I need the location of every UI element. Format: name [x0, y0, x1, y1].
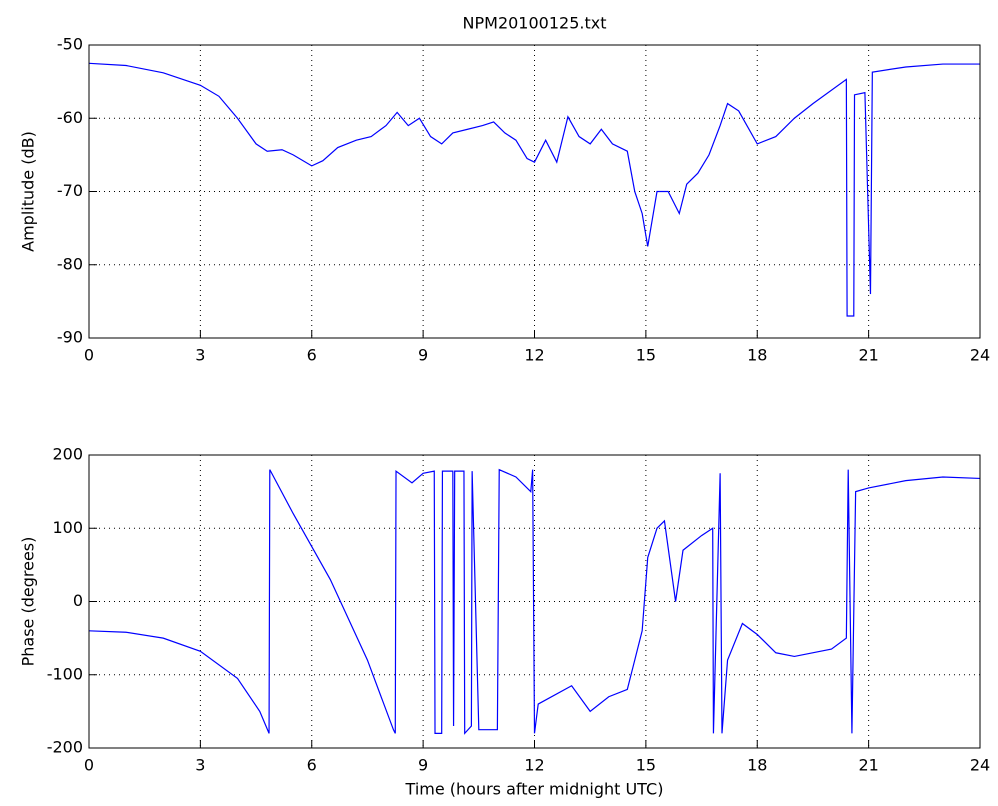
x-tick-label: 12: [524, 756, 544, 775]
y-tick-label: -70: [57, 181, 83, 200]
x-tick-label: 15: [636, 756, 656, 775]
x-tick-label: 15: [636, 346, 656, 365]
x-tick-label: 6: [307, 346, 317, 365]
x-tick-label: 12: [524, 346, 544, 365]
y-axis-label: Phase (degrees): [19, 537, 38, 667]
x-axis-label: Time (hours after midnight UTC): [405, 780, 664, 799]
data-line: [88, 468, 981, 735]
y-tick-label: 0: [73, 591, 83, 610]
x-tick-label: 18: [747, 756, 767, 775]
x-tick-label: 21: [858, 756, 878, 775]
axes-box: [88, 44, 981, 339]
y-axis-label: Amplitude (dB): [19, 131, 38, 252]
x-tick-label: 6: [307, 756, 317, 775]
y-tick-label: -60: [57, 108, 83, 127]
x-tick-label: 3: [195, 346, 205, 365]
chart-title: NPM20100125.txt: [463, 14, 607, 33]
x-tick-label: 9: [418, 756, 428, 775]
x-tick-label: 18: [747, 346, 767, 365]
x-tick-label: 0: [84, 346, 94, 365]
y-tick-label: -100: [47, 664, 83, 683]
axes-box: [88, 454, 981, 749]
x-tick-label: 24: [970, 756, 990, 775]
y-tick-label: -50: [57, 35, 83, 54]
y-tick-label: -200: [47, 738, 83, 757]
x-tick-label: 21: [858, 346, 878, 365]
x-tick-label: 24: [970, 346, 990, 365]
y-tick-label: -90: [57, 328, 83, 347]
data-line: [88, 62, 980, 317]
y-tick-label: -80: [57, 254, 83, 273]
y-tick-label: 100: [52, 518, 83, 537]
x-tick-label: 0: [84, 756, 94, 775]
x-tick-label: 9: [418, 346, 428, 365]
y-tick-label: 200: [52, 445, 83, 464]
x-tick-label: 3: [195, 756, 205, 775]
